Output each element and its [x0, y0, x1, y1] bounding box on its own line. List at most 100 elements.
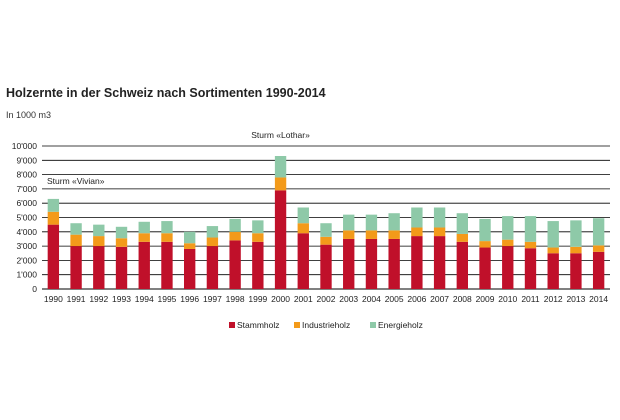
bar-segment-stammholz: [47, 224, 60, 289]
bar-segment-energieholz: [47, 198, 60, 212]
bar-segment-stammholz: [206, 246, 219, 289]
bar-segment-industrieholz: [524, 241, 537, 249]
bar-segment-stammholz: [70, 246, 82, 289]
y-axis-unit-label: In 1000 m3: [6, 110, 52, 120]
bar-segment-industrieholz: [479, 241, 491, 248]
bar-segment-energieholz: [206, 226, 219, 238]
x-tick-label: 2008: [453, 294, 472, 304]
bar-segment-stammholz: [411, 236, 423, 289]
x-tick-label: 2012: [544, 294, 563, 304]
bar-segment-energieholz: [229, 218, 241, 232]
x-tick-label: 2014: [589, 294, 608, 304]
bar-segment-energieholz: [115, 226, 128, 239]
y-tick-label: 2'000: [16, 255, 37, 265]
x-tick-labels: 1990 1991 1992 1993 1994 1995 1996 1997 1998 1999…: [44, 294, 608, 304]
legend-swatch-industrieholz: [294, 322, 300, 328]
bar-segment-stammholz: [161, 241, 173, 289]
x-tick-label: 2002: [317, 294, 336, 304]
bar-segment-industrieholz: [320, 236, 332, 245]
x-tick-label: 2003: [339, 294, 358, 304]
bars: [47, 156, 605, 289]
x-tick-label: 2007: [430, 294, 449, 304]
bar-segment-energieholz: [433, 207, 446, 228]
bar-segment-industrieholz: [47, 211, 60, 225]
bar-segment-stammholz: [343, 238, 355, 289]
bar-segment-industrieholz: [184, 243, 196, 249]
bar-segment-energieholz: [524, 216, 537, 242]
bar-segment-stammholz: [433, 236, 446, 289]
x-tick-label: 2001: [294, 294, 313, 304]
y-tick-label: 0: [32, 284, 37, 294]
y-tick-label: 5'000: [16, 213, 37, 223]
x-tick-label: 2011: [521, 294, 540, 304]
bar-segment-energieholz: [411, 207, 423, 228]
x-tick-label: 1991: [67, 294, 86, 304]
y-tick-labels: 0 1'000 2'000 3'000 4'000 5'000 6'000 7'000 8'00…: [12, 141, 38, 294]
y-tick-label: 7'000: [16, 184, 37, 194]
bar-segment-stammholz: [592, 251, 605, 289]
x-tick-label: 1998: [226, 294, 245, 304]
bar-segment-stammholz: [274, 190, 287, 289]
x-tick-label: 1993: [112, 294, 131, 304]
bar-segment-industrieholz: [229, 231, 241, 241]
bar-segment-stammholz: [456, 241, 468, 289]
legend: Stammholz Industrieholz Energieholz: [229, 320, 423, 330]
bar-segment-stammholz: [320, 244, 332, 289]
bar-segment-industrieholz: [252, 233, 264, 242]
bar-segment-stammholz: [547, 253, 559, 289]
bar-segment-energieholz: [479, 218, 491, 242]
bar-segment-energieholz: [456, 213, 468, 234]
bar-segment-industrieholz: [433, 227, 446, 237]
bar-segment-stammholz: [138, 241, 150, 289]
bar-segment-energieholz: [320, 223, 332, 237]
y-tick-label: 6'000: [16, 198, 37, 208]
bar-segment-stammholz: [93, 246, 105, 289]
x-tick-label: 1990: [44, 294, 63, 304]
bar-segment-industrieholz: [456, 233, 468, 242]
bar-segment-energieholz: [388, 213, 400, 231]
bar-segment-industrieholz: [570, 246, 582, 254]
x-tick-label: 2000: [271, 294, 290, 304]
bar-segment-energieholz: [161, 221, 173, 234]
x-tick-label: 2006: [407, 294, 426, 304]
bar-segment-industrieholz: [70, 234, 82, 247]
bar-segment-energieholz: [547, 221, 559, 248]
bar-segment-stammholz: [115, 246, 128, 289]
bar-segment-industrieholz: [161, 233, 173, 242]
x-tick-label: 1996: [180, 294, 199, 304]
bar-segment-stammholz: [297, 233, 309, 289]
bar-segment-industrieholz: [547, 247, 559, 254]
bar-segment-stammholz: [365, 238, 378, 289]
bar-segment-energieholz: [184, 231, 196, 244]
bar-segment-industrieholz: [592, 245, 605, 252]
legend-swatch-stammholz: [229, 322, 235, 328]
bar-segment-energieholz: [570, 220, 582, 247]
x-tick-label: 2004: [362, 294, 381, 304]
bar-segment-energieholz: [502, 216, 514, 240]
bar-segment-industrieholz: [115, 238, 128, 247]
x-tick-label: 2005: [385, 294, 404, 304]
bar-segment-industrieholz: [206, 237, 219, 247]
annotation-label: Sturm «Vivian»: [47, 176, 105, 186]
bar-segment-industrieholz: [343, 230, 355, 239]
legend-label-energieholz: Energieholz: [378, 320, 423, 330]
chart-title: Holzernte in der Schweiz nach Sortimente…: [6, 86, 326, 100]
x-tick-label: 1995: [157, 294, 176, 304]
bar-segment-energieholz: [592, 218, 605, 246]
bar-segment-industrieholz: [274, 177, 287, 191]
x-tick-label: 1994: [135, 294, 154, 304]
bar-segment-industrieholz: [502, 239, 514, 247]
bar-segment-energieholz: [93, 224, 105, 237]
bar-segment-energieholz: [138, 221, 150, 234]
bar-segment-industrieholz: [411, 227, 423, 237]
y-tick-label: 8'000: [16, 170, 37, 180]
annotation-label: Sturm «Lothar»: [251, 130, 310, 140]
bar-segment-energieholz: [343, 214, 355, 231]
x-tick-label: 1999: [248, 294, 267, 304]
bar-segment-energieholz: [365, 214, 378, 231]
bar-segment-energieholz: [70, 223, 82, 235]
bar-segment-stammholz: [570, 253, 582, 289]
bar-segment-industrieholz: [365, 230, 378, 239]
bar-segment-industrieholz: [93, 236, 105, 247]
